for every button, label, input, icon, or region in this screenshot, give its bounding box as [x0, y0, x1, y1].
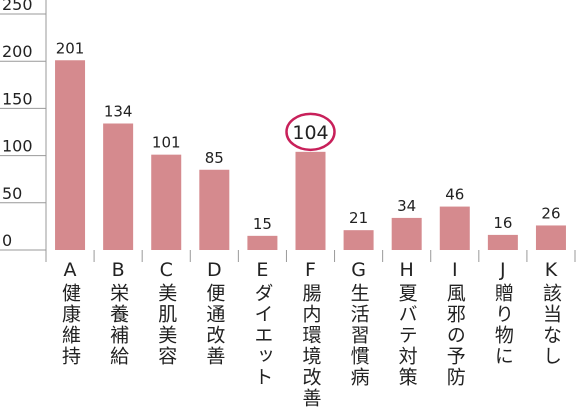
value-label: 201 [56, 39, 85, 57]
value-label: 134 [104, 103, 133, 121]
bar [439, 206, 470, 250]
category-label: 生活習慣病 [348, 283, 370, 388]
value-label: 101 [152, 134, 181, 152]
category-label: 贈り物に [492, 283, 514, 367]
category-label: 健康維持 [59, 283, 81, 367]
y-tick-label: 0 [2, 231, 12, 250]
category-letter: G [351, 259, 366, 281]
category-letter: A [64, 259, 77, 281]
category-letter: H [400, 259, 414, 281]
category-letter: B [112, 259, 125, 281]
y-tick-label: 250 [2, 0, 33, 14]
bar [55, 60, 86, 251]
category-label: 栄養補給 [107, 283, 129, 367]
bar [535, 225, 566, 250]
category-label: ダイエット [251, 283, 273, 388]
category-letter: F [305, 259, 316, 281]
y-tick-label: 200 [2, 42, 33, 61]
highlight-circle [285, 112, 336, 152]
category-letter: J [499, 259, 506, 281]
value-label: 21 [349, 209, 368, 227]
category-letter: K [545, 259, 558, 281]
bar [103, 123, 134, 250]
y-tick-label: 100 [2, 137, 33, 156]
bar [199, 169, 230, 250]
category-letter: C [160, 259, 173, 281]
value-label: 46 [445, 186, 464, 204]
value-label: 85 [205, 149, 224, 167]
bar [487, 234, 518, 250]
bar [247, 235, 278, 250]
category-letter: E [256, 259, 268, 281]
value-label: 34 [397, 197, 416, 215]
y-tick-label: 50 [2, 184, 22, 203]
category-label: 風邪の予防 [444, 283, 466, 388]
y-tick-label: 150 [2, 89, 33, 108]
category-label: 夏バテ対策 [396, 283, 418, 388]
category-label: 美肌美容 [155, 283, 177, 367]
category-letter: I [452, 259, 458, 281]
bar [391, 217, 422, 250]
value-label: 26 [541, 204, 560, 222]
value-label: 15 [253, 215, 272, 233]
category-label: 腸内環境改善 [300, 283, 322, 408]
bar [343, 230, 374, 250]
category-letter: D [207, 259, 222, 281]
value-label: 104 [292, 122, 328, 144]
bar [295, 151, 326, 250]
bar [151, 154, 182, 250]
category-label: 該当なし [540, 283, 562, 367]
category-label: 便通改善 [203, 283, 225, 367]
value-label: 16 [493, 214, 512, 232]
